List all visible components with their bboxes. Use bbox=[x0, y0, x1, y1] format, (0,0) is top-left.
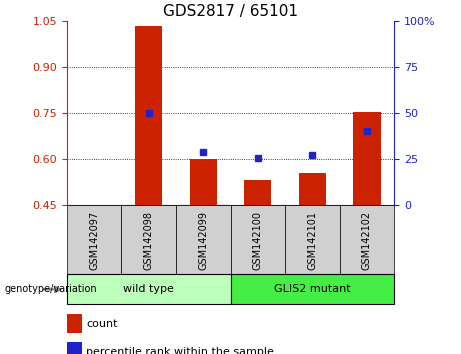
Text: count: count bbox=[87, 319, 118, 329]
Text: GSM142097: GSM142097 bbox=[89, 211, 99, 270]
Text: GSM142102: GSM142102 bbox=[362, 211, 372, 270]
Text: GLIS2 mutant: GLIS2 mutant bbox=[274, 284, 351, 295]
Bar bbox=[353, 112, 380, 205]
Bar bbox=[135, 27, 162, 205]
Bar bbox=[67, 342, 82, 354]
Bar bbox=[121, 205, 176, 274]
Bar bbox=[299, 173, 326, 205]
Text: wild type: wild type bbox=[123, 284, 174, 295]
Bar bbox=[67, 205, 121, 274]
Bar bbox=[340, 205, 394, 274]
Text: GSM142101: GSM142101 bbox=[307, 211, 317, 270]
Bar bbox=[230, 274, 394, 304]
Bar bbox=[285, 205, 340, 274]
Text: GSM142098: GSM142098 bbox=[144, 211, 154, 270]
Text: GSM142100: GSM142100 bbox=[253, 211, 263, 270]
Title: GDS2817 / 65101: GDS2817 / 65101 bbox=[163, 4, 298, 19]
Bar bbox=[176, 205, 230, 274]
Text: GSM142099: GSM142099 bbox=[198, 211, 208, 270]
Bar bbox=[230, 205, 285, 274]
Bar bbox=[67, 314, 82, 333]
Bar bbox=[189, 159, 217, 205]
Bar bbox=[67, 274, 230, 304]
Bar bbox=[244, 180, 272, 205]
Text: percentile rank within the sample: percentile rank within the sample bbox=[87, 347, 274, 354]
Text: genotype/variation: genotype/variation bbox=[5, 284, 97, 295]
